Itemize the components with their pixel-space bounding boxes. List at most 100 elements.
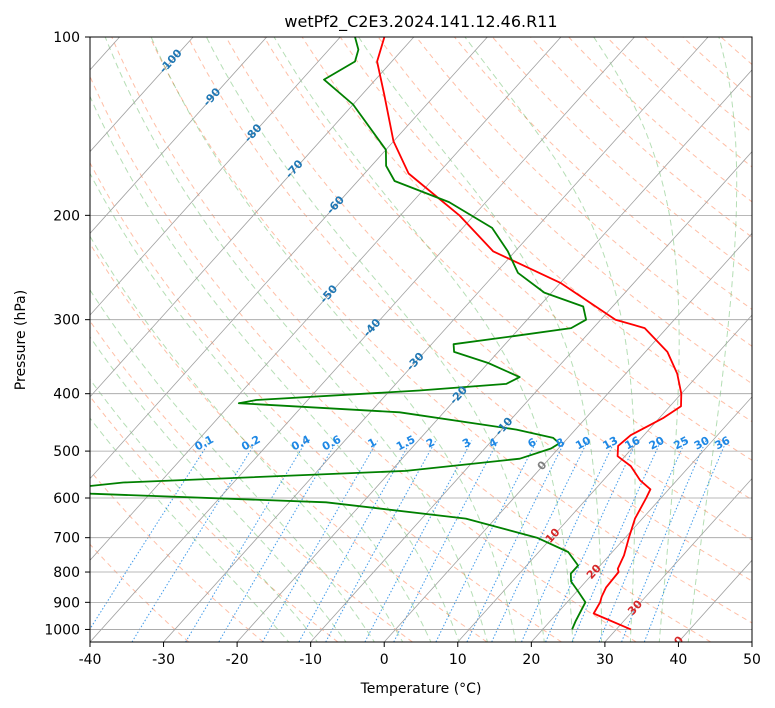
moist-adiabat [90,417,290,642]
mixing-ratio-label: 30 [692,434,712,453]
isotherm-line [90,37,194,153]
y-tick-label: 300 [53,313,80,329]
mixing-ratio-label: 0.6 [320,433,344,454]
y-tick-label: 400 [53,387,80,403]
isotherm-line [751,641,752,642]
temperature-profile [376,37,683,631]
mixing-ratio-label: 20 [647,434,667,453]
isotherm-line [163,37,709,642]
x-tick-label: 10 [449,652,467,668]
mixing-ratio-line [131,440,258,642]
mixing-ratio-line [262,440,379,642]
dry-adiabat [377,37,752,385]
isotherm-line [236,69,752,642]
y-tick-label: 700 [53,531,80,547]
isotherm-line [90,37,488,480]
mixing-ratio-line [435,440,538,642]
dry-adiabat [644,37,752,134]
mixing-ratio-label: 0.1 [193,433,216,454]
moist-adiabat [90,235,404,642]
mixing-ratio-line [598,440,686,642]
moist-adiabat [464,37,636,642]
dry-adiabat [187,37,752,582]
isotherm-line [310,151,752,642]
axis-ticks-layer: -40 -30 -20 -10 0 10 20 30 40 50 1000 900 800 700 600 5… [44,30,761,668]
moist-adiabat [90,378,319,642]
mixing-ratio-label: 1 [366,436,379,451]
dry-adiabat [90,242,488,642]
mixing-ratio-label: 16 [623,434,643,453]
dry-adiabat [263,37,752,501]
mixing-ratio-line [218,440,338,642]
dry-adiabat [90,161,562,642]
x-tick-label: 20 [522,652,540,668]
mixing-ratio-line [393,440,499,642]
plot-frame [89,36,753,643]
isotherm-line [90,37,635,642]
mixing-ratio-line [185,440,307,642]
isotherm-label: 40 [666,633,686,653]
dry-adiabat [90,395,339,642]
mixing-ratio-label: 13 [601,434,621,453]
y-tick-label: 900 [53,595,80,611]
mixing-ratio-line [621,440,707,642]
dry-adiabat [720,37,752,66]
y-tick-label: 100 [53,30,80,46]
moist-adiabat [90,289,375,642]
isotherm-line [383,232,752,642]
mixing-ratio-label: 4 [487,435,500,450]
isotherm-line [90,37,341,316]
isotherm-line [90,37,268,234]
y-tick-label: 1000 [44,622,80,638]
profiles-layer [90,37,683,631]
dry-adiabat [225,37,752,541]
dry-adiabat [753,32,775,642]
y-tick-label: 800 [53,565,80,581]
mixing-ratio-label: 0.4 [289,433,313,454]
mixing-ratio-label: 6 [526,435,539,450]
mixing-ratio-line [571,440,662,642]
mixing-ratio-line [90,440,211,630]
y-axis-label: Pressure (hPa) [13,290,29,390]
isotherm-line [678,559,752,642]
isotherm-line [457,314,752,642]
dry-adiabat [567,37,752,203]
mixing-ratio-label: 8 [554,436,567,451]
isotherm-line [90,37,562,561]
moist-adiabat [90,336,347,642]
chart-title: wetPf2_C2E3.2024.141.12.46.R11 [284,12,557,32]
mixing-ratio-line [325,440,437,642]
mixing-ratio-line [643,440,727,642]
y-tick-label: 600 [53,491,80,507]
x-tick-label: -10 [299,652,322,668]
y-tick-label: 500 [53,444,80,460]
mixing-ratio-label: 0.2 [239,433,262,454]
mixing-ratio-line [466,440,566,642]
dry-adiabat [90,320,413,642]
mixing-ratio-label: 36 [713,434,733,453]
dry-adiabat [90,75,637,642]
mixing-ratio-line [364,440,473,642]
dry-adiabat [682,37,752,99]
dry-adiabat [529,37,752,238]
dry-adiabat [339,37,752,423]
isotherm-line [604,477,752,642]
mixing-ratio-label: 3 [460,436,473,451]
line-labels-layer: -100-90-80-70-60-50-40-30-20-10010203040… [157,46,733,653]
dry-adiabat [90,469,264,642]
y-tick-label: 200 [53,208,80,224]
isotherm-line [531,396,752,642]
mixing-ratio-label: 10 [573,434,593,453]
x-tick-label: -30 [152,652,175,668]
grid-layer [90,32,775,642]
x-tick-label: 0 [380,652,389,668]
dry-adiabat [301,37,752,461]
dry-adiabat [111,37,712,642]
moist-adiabat [593,37,680,642]
dry-adiabat [606,37,752,168]
mixing-ratio-label: 1.5 [394,433,417,454]
mixing-ratio-line [545,440,638,642]
x-tick-label: 50 [743,652,761,668]
x-tick-label: 40 [670,652,688,668]
